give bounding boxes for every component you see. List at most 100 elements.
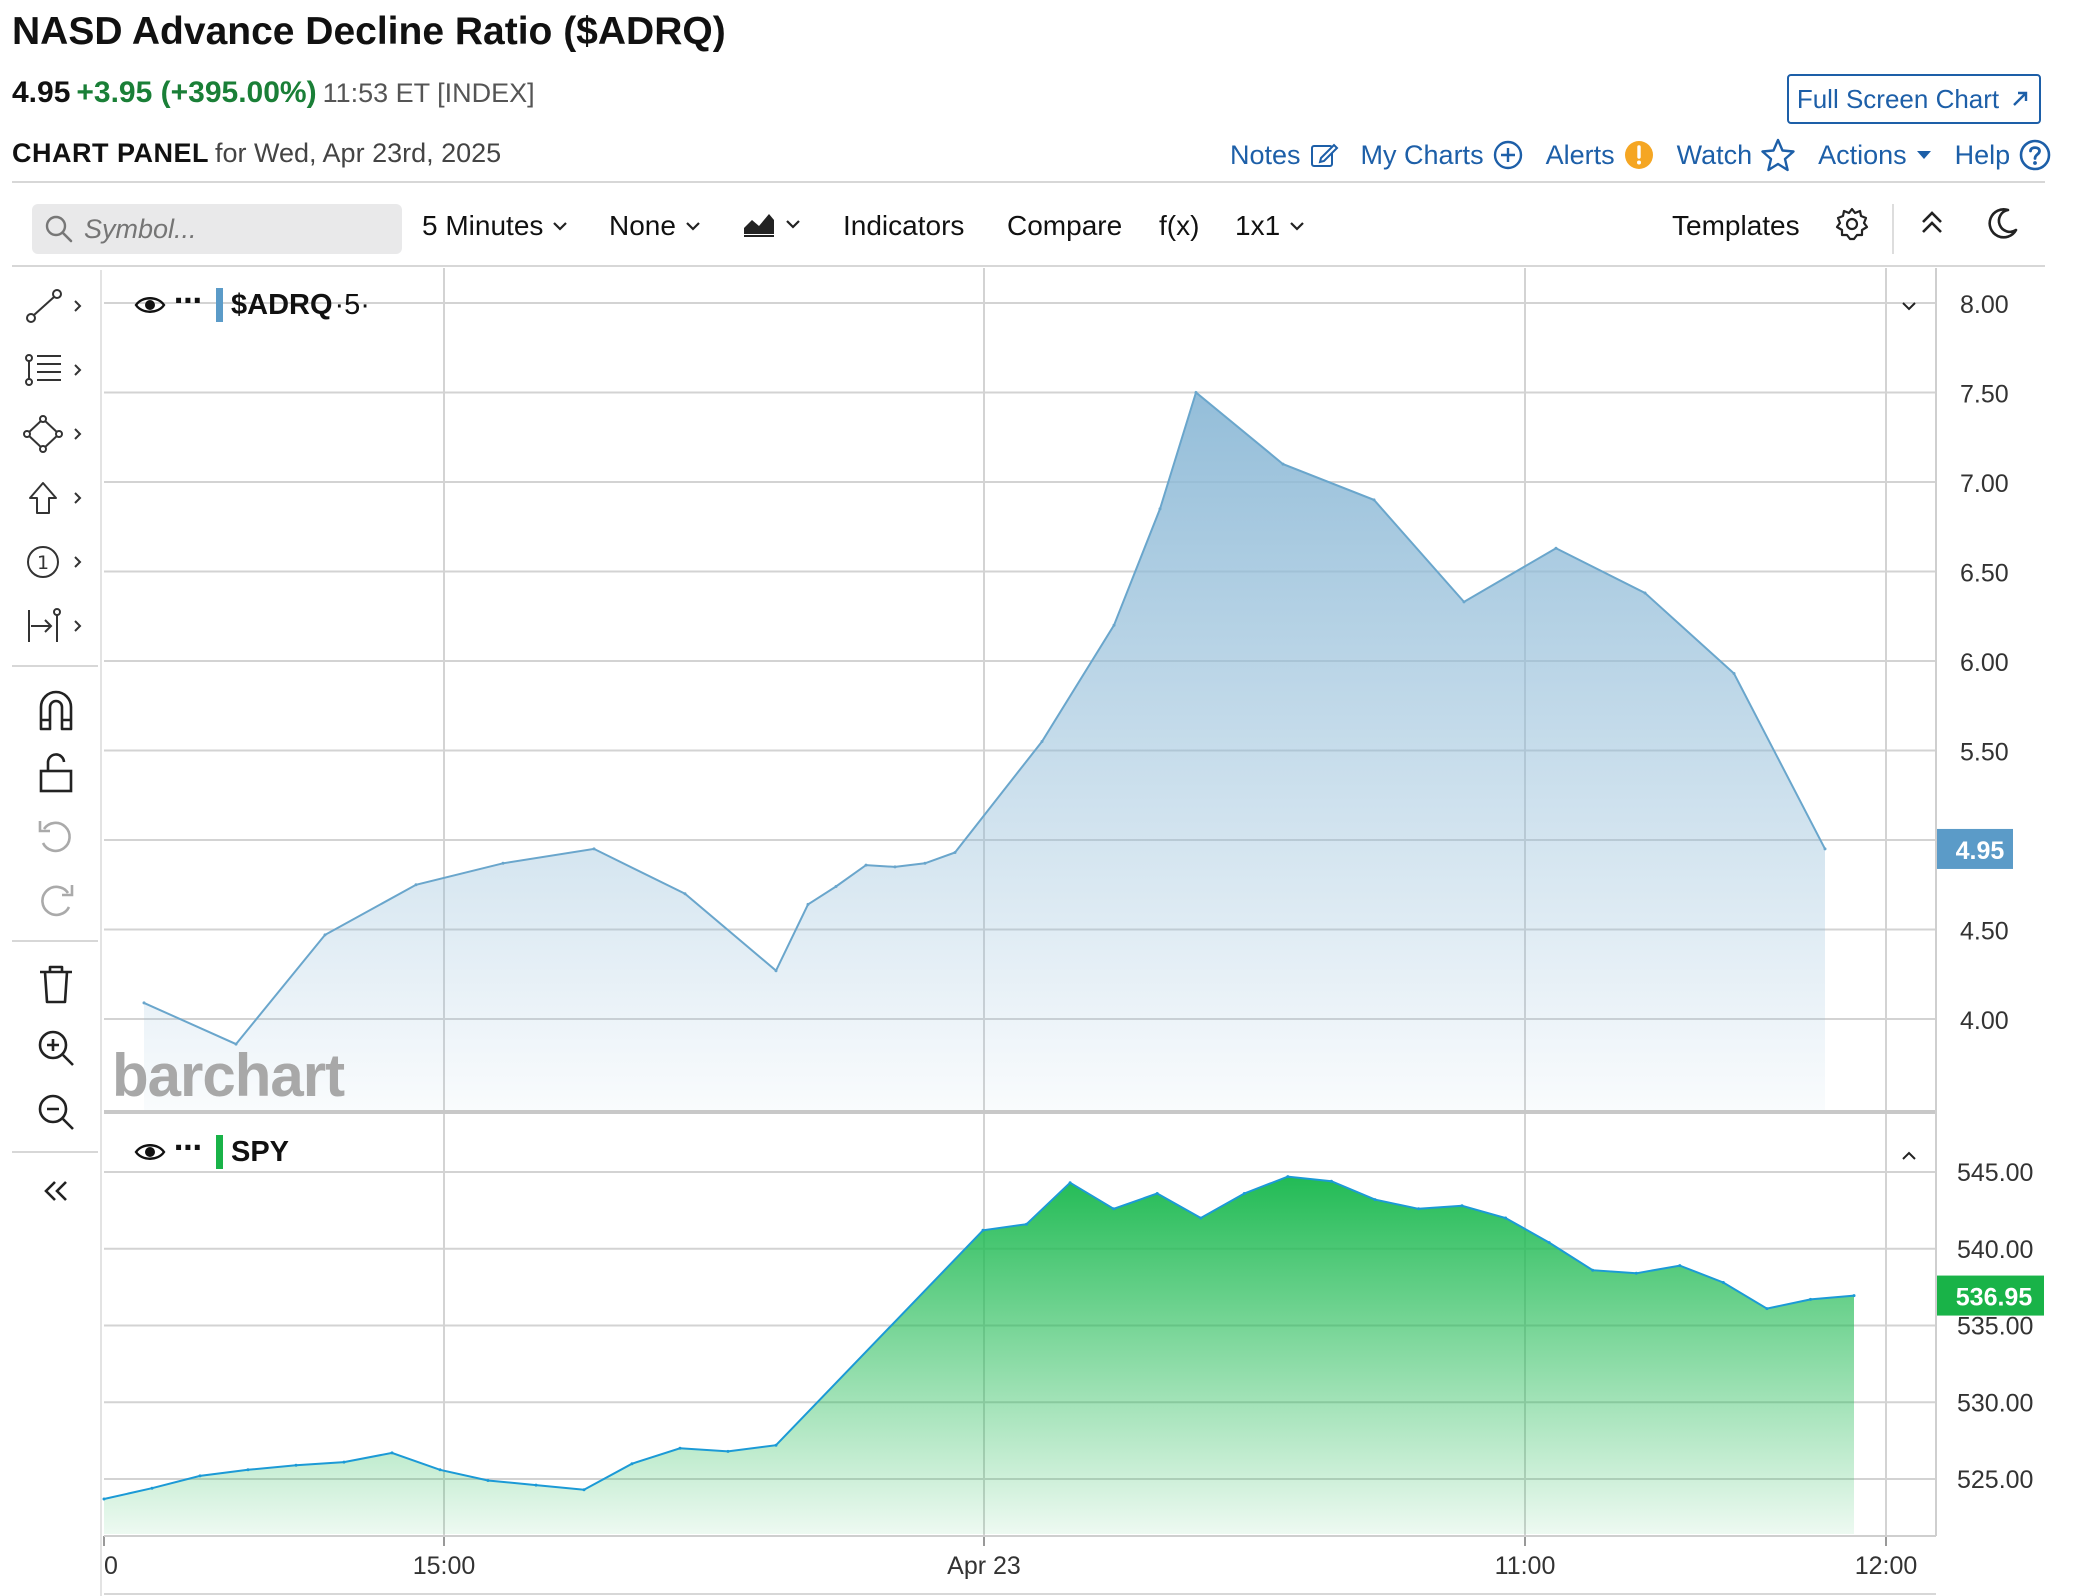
drawing-tools-sidebar: 1 [12, 270, 102, 1596]
annotation-tool[interactable]: 1 [12, 537, 100, 587]
notes-link[interactable]: Notes [1230, 140, 1339, 171]
lock-tool[interactable] [12, 748, 100, 798]
undo-button[interactable] [12, 812, 100, 862]
layout-dropdown[interactable]: 1x1 [1235, 210, 1306, 242]
dark-mode-toggle[interactable] [1986, 206, 2020, 240]
settings-button[interactable] [1834, 206, 1870, 242]
adrq-area-series [142, 390, 1827, 1110]
actions-menu[interactable]: Actions [1818, 140, 1933, 171]
adrq-point [893, 865, 897, 869]
last-price: 4.95 [12, 76, 71, 109]
adrq-point [864, 863, 868, 867]
compare-button[interactable]: Compare [1007, 210, 1122, 242]
spy-legend[interactable]: ⋯ SPY [134, 1132, 290, 1169]
x-tick-label: 12:00 [1855, 1552, 1918, 1580]
spy-line [103, 1175, 1855, 1500]
adrq-legend[interactable]: ⋯ $ADRQ ·5· [134, 285, 370, 322]
full-screen-chart-button[interactable]: Full Screen Chart [1787, 74, 2041, 124]
chevron-down-icon [686, 222, 700, 231]
adrq-color-swatch [216, 288, 223, 322]
help-icon [2019, 139, 2051, 171]
numbered-marker-icon: 1 [27, 546, 82, 578]
spy-point [342, 1460, 346, 1464]
redo-button[interactable] [12, 876, 100, 926]
caret-down-icon [1916, 151, 1931, 159]
shape-icon [23, 415, 82, 453]
measure-tool[interactable] [12, 601, 100, 651]
adrq-last-price-badge [1936, 828, 2013, 869]
spy-point [1721, 1281, 1725, 1284]
more-options-icon[interactable]: ⋯ [174, 284, 202, 316]
adrq-point [834, 885, 838, 888]
collapse-header-button[interactable] [1917, 206, 1947, 240]
double-chevron-up-icon [1922, 211, 1942, 233]
interval-dropdown[interactable]: 5 Minutes [422, 210, 569, 242]
spy-point [102, 1497, 106, 1501]
spy-point [1547, 1241, 1551, 1245]
adrq-symbol: $ADRQ [231, 288, 333, 321]
shape-tool[interactable] [12, 409, 100, 459]
adrq-point [1643, 591, 1647, 595]
pane-expand-chevron-icon[interactable] [1902, 1151, 1916, 1160]
adrq-point [1372, 498, 1376, 502]
top-links: Notes My Charts Alerts Watch Actions Hel… [1230, 138, 2052, 172]
help-link[interactable]: Help [1955, 138, 2053, 172]
eye-icon[interactable] [134, 1140, 166, 1164]
function-label: f(x) [1159, 210, 1200, 241]
star-icon [1761, 138, 1795, 172]
spy-area-fill [104, 1176, 1854, 1534]
watch-link[interactable]: Watch [1677, 138, 1797, 172]
delete-drawings-button[interactable] [12, 959, 100, 1009]
y-tick-label: 4.00 [1960, 1007, 2009, 1035]
indicators-button[interactable]: Indicators [843, 210, 964, 242]
spy-point [1155, 1192, 1159, 1195]
pane-collapse-chevron-icon[interactable] [1902, 302, 1916, 311]
collapse-sidebar-button[interactable] [12, 1166, 100, 1216]
arrow-tool[interactable] [12, 473, 100, 523]
adrq-point [414, 883, 418, 887]
spy-point [294, 1463, 298, 1467]
chevron-down-icon [553, 222, 568, 231]
zoom-in-button[interactable] [12, 1023, 100, 1073]
spy-point [1417, 1207, 1420, 1211]
eye-icon[interactable] [134, 293, 166, 317]
templates-label: Templates [1672, 210, 1800, 241]
adrq-point [1462, 600, 1466, 604]
zoom-out-button[interactable] [12, 1087, 100, 1137]
unlock-icon [39, 753, 73, 793]
spy-point [1678, 1264, 1682, 1268]
fib-tool[interactable] [12, 345, 100, 395]
spy-point [390, 1451, 394, 1455]
y-tick-label: 6.00 [1960, 649, 2009, 677]
spy-point [150, 1486, 154, 1490]
trend-line-tool[interactable] [12, 281, 100, 331]
spy-point [1286, 1175, 1290, 1179]
price-change: +3.95 (+395.00%) [76, 76, 317, 109]
magnet-tool[interactable] [12, 684, 100, 734]
header-divider [12, 181, 2045, 183]
adrq-point [774, 969, 778, 973]
adrq-point [923, 861, 927, 865]
chart-type-dropdown[interactable] [742, 210, 802, 238]
function-button[interactable]: f(x) [1159, 210, 1199, 242]
spy-last-price-label: 536.95 [1956, 1284, 2033, 1312]
symbol-search[interactable] [32, 204, 402, 254]
adrq-point [1281, 462, 1285, 466]
alerts-link[interactable]: Alerts [1546, 139, 1655, 171]
interval-label: 5 Minutes [422, 210, 544, 241]
search-input[interactable] [82, 212, 376, 246]
plus-circle-icon [1493, 140, 1522, 170]
spy-symbol: SPY [231, 1135, 290, 1168]
more-options-icon[interactable]: ⋯ [174, 1131, 202, 1163]
fibonacci-icon [25, 354, 82, 386]
trash-icon [40, 965, 72, 1004]
chevron-down-icon [786, 220, 800, 229]
templates-button[interactable]: Templates [1672, 210, 1800, 242]
external-arrow-icon [2013, 91, 2028, 106]
my-charts-link[interactable]: My Charts [1361, 139, 1524, 171]
watch-label: Watch [1676, 139, 1753, 170]
overlay-dropdown[interactable]: None [609, 210, 702, 242]
line-tool-icon [26, 289, 82, 323]
search-icon [45, 215, 73, 243]
